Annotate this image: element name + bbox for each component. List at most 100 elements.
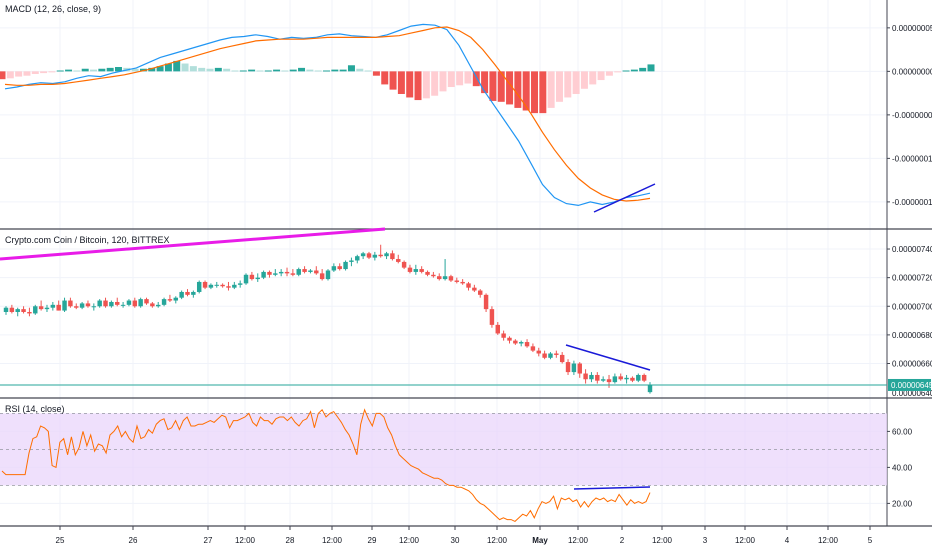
macd-hist-bar [65,69,73,72]
candle-body [372,254,378,258]
candle-body [191,291,196,295]
candle-body [454,280,460,282]
macd-hist-bar [0,71,6,80]
candle-body [208,284,214,288]
magenta-trendline[interactable] [0,227,386,261]
candle-body [179,291,184,298]
candle-body [109,301,114,307]
macd-lines [4,23,651,207]
rsi-title: RSI (14, close) [5,404,65,414]
time-label: 5 [868,536,873,545]
candle-body [308,270,313,272]
candle-body [185,291,190,295]
candle-body [33,306,38,314]
candle-body [495,324,501,334]
last-price-badge-bg [888,378,931,391]
macd-y-axis[interactable]: 0.00000005 0.00000000 -0.00000005 -0.000000… [887,24,932,207]
macd-hist-bar [364,70,372,72]
macd-hist-bar [331,69,339,72]
time-label: 12:00 [818,536,839,545]
macd-hist-bar [572,71,580,94]
macd-pane[interactable]: MACD (12, 26, close, 9) 0.000000050.0000… [0,4,932,213]
rsi-series-line [1,408,651,522]
macd-hist-bar [414,71,422,101]
macd-hist-bar [497,71,505,102]
candle-body [232,284,237,288]
macd-hist-bar [214,67,222,72]
candle-body [226,286,231,288]
macd-trendline[interactable] [593,183,656,213]
macd-hist-bar [256,70,264,72]
time-label: 26 [129,536,138,545]
macd-hist-bar [40,71,48,74]
rsi-band-lines [0,412,887,486]
macd-hist-bar [406,71,414,98]
price-y-axis[interactable]: 0.00000740 0.00000720 0.00000700 0.00000680… [887,245,932,369]
candle-body [507,337,512,341]
candle-body [79,303,85,308]
candle-body [378,254,383,257]
candle-body [518,342,524,344]
macd-histogram [0,60,655,114]
signal-line [4,26,651,202]
macd-hist-bar [347,65,355,72]
macd-hist-bar [23,71,31,76]
macd-hist-bar [90,69,98,72]
candle-body [466,283,471,288]
candle-body [15,309,20,312]
candle-body [559,354,565,363]
macd-hist-bar [422,71,430,99]
candle-body [273,273,278,275]
macd-hist-bar [506,71,514,105]
candle-body [249,274,255,280]
rsi-line [1,408,651,522]
macd-hist-bar [106,67,114,72]
candle-body [74,306,79,308]
candle-body [196,281,202,292]
candle-body [331,266,337,271]
macd-hist-bar [98,68,106,72]
candle-body [220,284,225,287]
candle-body [524,342,530,347]
rsi-y-axis[interactable]: 60.00 40.00 20.00 [887,427,913,508]
macd-hist-bar [531,71,539,114]
candle-body [202,281,208,288]
candle-body [126,300,132,305]
time-label: 12:00 [735,536,756,545]
candle-body [366,253,372,258]
candle-body [337,266,342,270]
candle-body [314,270,319,274]
macd-hist-bar [264,70,272,72]
time-label: 28 [286,536,295,545]
macd-hist-bar [173,60,181,72]
candle-body [214,284,219,286]
candle-body [155,304,161,307]
candle-body [624,377,629,380]
time-axis[interactable]: 25 26 27 12:00 28 12:00 29 12:00 30 12:00 May 12:00… [56,526,873,545]
candle-body [302,269,307,272]
macd-hist-bar [489,71,497,101]
rsi-pane[interactable]: RSI (14, close) 60.00 40.00 20.00 [0,404,913,522]
candle-body [91,306,97,308]
time-label: 12:00 [322,536,343,545]
macd-hist-bar [605,71,613,76]
price-trendline[interactable] [565,344,651,371]
candle-body [489,309,495,325]
macd-hist-bar [481,71,489,94]
candle-body [460,281,465,284]
rsi-trendline[interactable] [573,486,651,490]
candle-body [62,300,67,311]
macd-y-tick-label: 0.00000005 [892,24,932,33]
candle-body [3,307,9,312]
candle-body [641,374,647,381]
macd-y-tick-label: -0.00000010 [892,154,932,163]
candle-body [150,303,155,307]
candle-body [448,276,454,281]
macd-hist-bar [630,69,638,72]
price-pane[interactable]: Crypto.com Coin / Bitcoin, 120, BITTREX … [0,227,932,398]
candle-body [384,253,389,257]
macd-hist-bar [198,67,206,72]
candle-body [44,307,50,310]
macd-hist-bar [6,71,14,79]
